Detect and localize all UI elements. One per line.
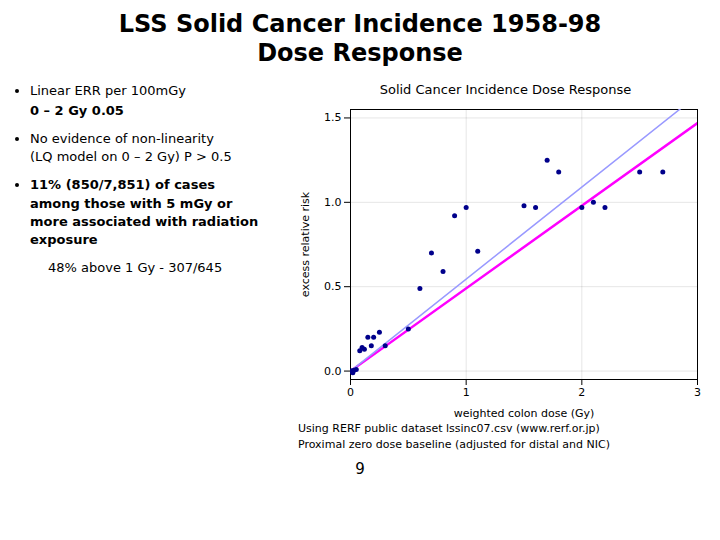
html-text:Proximal zero dose baseline (a: Proximal zero dose baseline (adjusted fo…	[298, 438, 610, 452]
html-text:LSS Solid Cancer Incidence 195: LSS Solid Cancer Incidence 1958-98	[118, 10, 602, 38]
svg-text:1.0: 1.0	[324, 195, 342, 208]
html-text:48% above 1 Gy - 307/645: 48% above 1 Gy - 307/645	[48, 260, 223, 276]
svg-text:excess relative risk: excess relative risk	[299, 191, 312, 297]
html-text:Using RERF public dataset lssi: Using RERF public dataset lssinc07.csv (…	[298, 421, 600, 435]
svg-text:2: 2	[578, 386, 585, 399]
html-text:11% (850/7,851) of cases among: 11% (850/7,851) of cases among those wit…	[30, 177, 259, 247]
html-text:9: 9	[355, 459, 365, 478]
html-text:No evidence of non-linearity (: No evidence of non-linearity (LQ model o…	[30, 131, 232, 165]
svg-text:1: 1	[463, 386, 470, 399]
html-text:Linear ERR per 100mGy: Linear ERR per 100mGy	[30, 82, 186, 98]
svg-text:1.5: 1.5	[324, 111, 342, 124]
html-text:Dose Response: Dose Response	[257, 38, 463, 67]
html-text:Solid Cancer Incidence Dose Re: Solid Cancer Incidence Dose Response	[379, 81, 632, 97]
svg-text:0: 0	[347, 386, 354, 399]
svg-text:0.5: 0.5	[324, 280, 342, 293]
svg-text:3: 3	[694, 386, 701, 399]
svg-text:0.0: 0.0	[324, 364, 342, 377]
html-text:0 – 2 Gy 0.05: 0 – 2 Gy 0.05	[30, 102, 124, 118]
svg-text:weighted colon dose (Gy): weighted colon dose (Gy)	[454, 406, 595, 419]
